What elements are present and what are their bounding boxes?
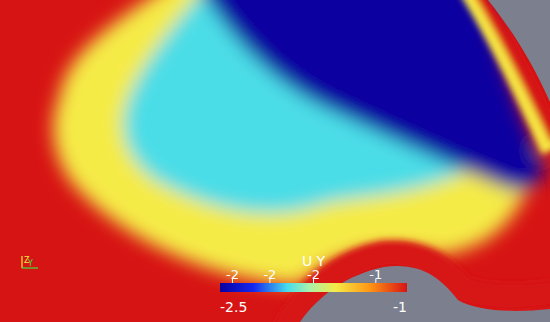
geometry bbox=[488, 0, 550, 102]
colorbar: U Y-2-2-2-1-2.5-1 bbox=[220, 253, 407, 315]
colorbar-range-label: -1 bbox=[393, 299, 407, 315]
axis-label: Y bbox=[27, 259, 33, 268]
field-chart: ZYU Y-2-2-2-1-2.5-1 bbox=[0, 0, 550, 322]
colorbar-tick-label: -2 bbox=[226, 267, 239, 282]
geometry bbox=[300, 266, 550, 322]
colorbar-gradient bbox=[220, 283, 407, 292]
boundary-layer bbox=[285, 0, 550, 322]
colorbar-tick-label: -2 bbox=[307, 267, 320, 282]
field-regions bbox=[53, 0, 545, 285]
boundary-halo bbox=[470, 0, 550, 150]
field-region bbox=[478, 0, 550, 140]
axis-arrow bbox=[21, 256, 22, 268]
colorbar-tick-label: -1 bbox=[369, 267, 382, 282]
colorbar-range-label: -2.5 bbox=[220, 299, 247, 315]
orientation-axes: ZY bbox=[22, 256, 38, 268]
colorbar-tick-label: -2 bbox=[263, 267, 276, 282]
root: ZYU Y-2-2-2-1-2.5-1 bbox=[0, 0, 550, 322]
